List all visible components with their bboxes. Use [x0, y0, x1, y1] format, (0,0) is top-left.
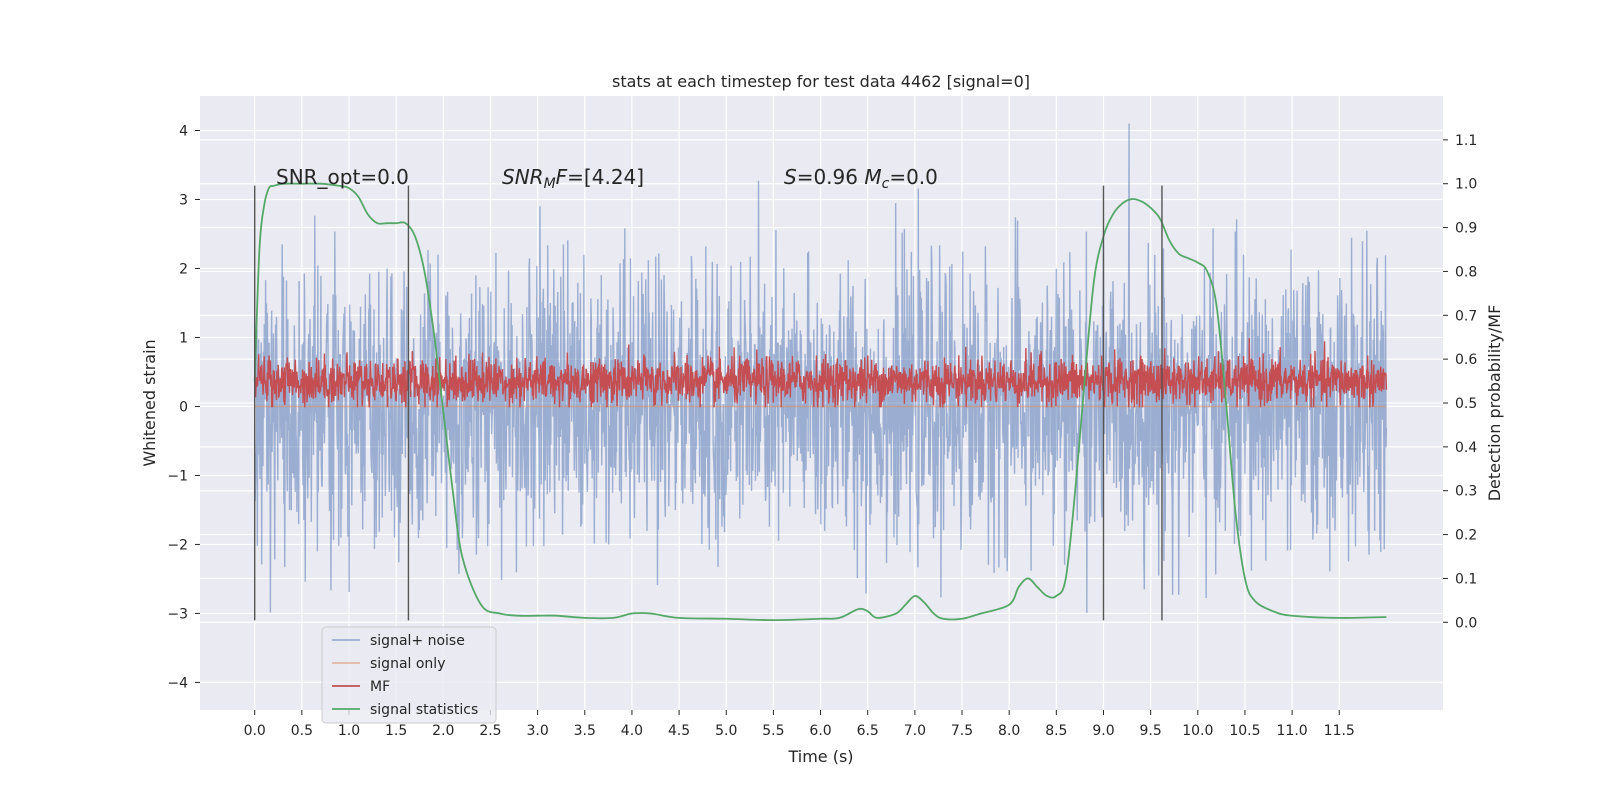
legend-label-2: MF — [370, 679, 390, 695]
annotation-snr-mf: SNRMF=[4.24] — [502, 165, 644, 192]
y-tick-label-4: 0 — [179, 399, 188, 415]
y2-axis-label: Detection probability/MF — [1485, 305, 1504, 502]
y-tick-label-8: 4 — [179, 123, 188, 139]
x-tick-label-20: 10.0 — [1182, 723, 1213, 739]
x-tick-label-10: 5.0 — [715, 723, 737, 739]
legend-label-1: signal only — [370, 656, 445, 672]
y2-tick-label-8: 0.8 — [1455, 264, 1477, 280]
series-layer — [253, 123, 1388, 621]
series-mf — [254, 338, 1388, 408]
y2-tick-label-0: 0.0 — [1455, 615, 1477, 631]
x-tick-label-22: 11.0 — [1277, 723, 1308, 739]
y-axis-label: Whitened strain — [140, 339, 159, 466]
y2-tick-label-10: 1.0 — [1455, 177, 1477, 193]
series-signal-statistics — [253, 182, 1387, 621]
x-tick-label-0: 0.0 — [244, 723, 266, 739]
y-axis-right: 0.0 0.1 0.2 0.3 0.4 0.5 0.6 0.7 0.8 0.9 1.0 1.1 — [1443, 133, 1477, 631]
x-tick-label-4: 2.0 — [432, 723, 454, 739]
y2-tick-label-1: 0.1 — [1455, 571, 1477, 587]
y2-tick-label-4: 0.4 — [1455, 440, 1477, 456]
x-tick-label-2: 1.0 — [338, 723, 360, 739]
x-tick-label-21: 10.5 — [1229, 723, 1260, 739]
y-tick-label-7: 3 — [179, 192, 188, 208]
x-tick-label-5: 2.5 — [479, 723, 501, 739]
y-axis-left: −4 −3 −2 −1 0 1 2 3 4 — [167, 123, 200, 691]
x-tick-label-12: 6.0 — [809, 723, 831, 739]
legend-box — [321, 626, 497, 724]
y-tick-label-2: −2 — [167, 537, 188, 553]
x-tick-label-7: 3.5 — [574, 723, 596, 739]
y2-tick-label-2: 0.2 — [1455, 528, 1477, 544]
x-tick-label-23: 11.5 — [1324, 723, 1355, 739]
x-tick-label-8: 4.0 — [621, 723, 643, 739]
y2-tick-label-3: 0.3 — [1455, 484, 1477, 500]
legend-label-3: signal statistics — [370, 702, 478, 718]
vertical-lines — [253, 185, 1163, 621]
x-tick-label-3: 1.5 — [385, 723, 407, 739]
annotation-snr-opt: SNR_opt=0.0 — [276, 165, 409, 189]
y2-tick-label-7: 0.7 — [1455, 308, 1477, 324]
x-axis: 0.0 0.5 1.0 1.5 2.0 2.5 3.0 3.5 4.0 4.5 5.0 5.5 6.0 6… — [244, 710, 1355, 739]
y-tick-label-3: −1 — [167, 468, 188, 484]
y-tick-label-6: 2 — [179, 261, 188, 277]
x-axis-label: Time (s) — [787, 747, 853, 766]
x-tick-label-6: 3.0 — [526, 723, 548, 739]
legend-label-0: signal+ noise — [370, 633, 465, 649]
x-tick-label-13: 6.5 — [857, 723, 879, 739]
y2-tick-label-9: 0.9 — [1455, 221, 1477, 237]
x-tick-label-17: 8.5 — [1045, 723, 1067, 739]
x-tick-label-16: 8.0 — [998, 723, 1020, 739]
x-tick-label-9: 4.5 — [668, 723, 690, 739]
x-tick-label-15: 7.5 — [951, 723, 973, 739]
y2-tick-label-6: 0.6 — [1455, 352, 1477, 368]
x-tick-label-19: 9.5 — [1140, 723, 1162, 739]
x-tick-label-11: 5.5 — [762, 723, 784, 739]
legend: signal+ noise signal only MF signal statist… — [321, 626, 497, 724]
y-tick-label-0: −4 — [167, 675, 188, 691]
y-tick-label-5: 1 — [179, 330, 188, 346]
y-tick-label-1: −3 — [167, 606, 188, 622]
y2-tick-label-11: 1.1 — [1455, 133, 1477, 149]
x-tick-label-1: 0.5 — [291, 723, 313, 739]
chart-title: stats at each timestep for test data 446… — [612, 72, 1030, 91]
y2-tick-label-5: 0.5 — [1455, 396, 1477, 412]
x-tick-label-14: 7.0 — [904, 723, 926, 739]
x-tick-label-18: 9.0 — [1092, 723, 1114, 739]
annotation-s-mc: S=0.96 Mc=0.0 — [784, 165, 938, 192]
